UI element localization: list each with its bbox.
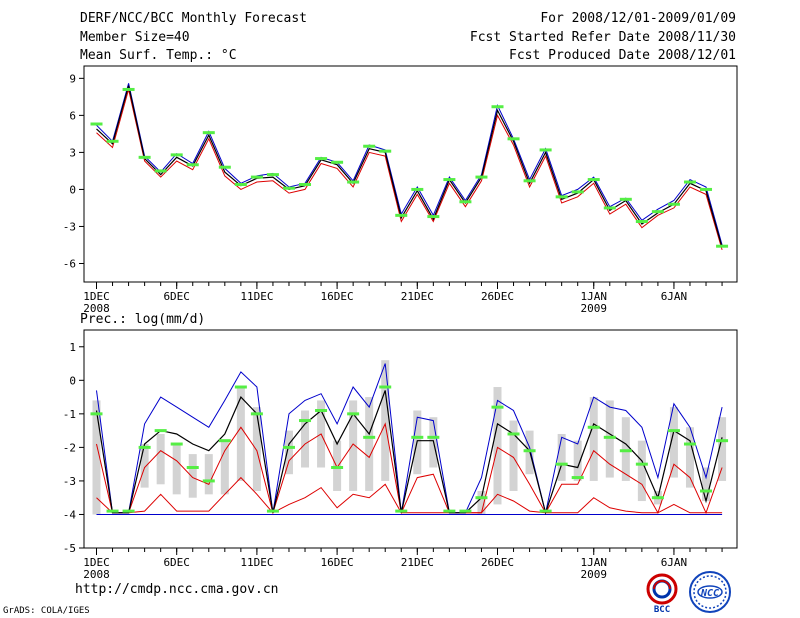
temp-xtick-label: 1DEC <box>83 290 110 303</box>
temp-ytick-label: 0 <box>69 183 76 196</box>
prec-spread-bar <box>188 454 197 498</box>
prec-panel-title: Prec.: log(mm/d) <box>80 312 205 327</box>
prec-ytick-label: -4 <box>63 508 77 521</box>
prec-spread-bar <box>685 427 694 488</box>
prec-frame <box>83 329 738 549</box>
prec-xtick-label: 16DEC <box>321 556 354 569</box>
prec-series-mean <box>95 390 723 515</box>
prec-xtick-label: 1DEC <box>83 556 110 569</box>
bcc-logo-text: BCC <box>654 605 670 614</box>
prec-ytick-label: -1 <box>63 408 76 421</box>
prec-spread-bar <box>333 440 342 491</box>
prec-xtick-label: 26DEC <box>481 556 514 569</box>
prec-spread-bar <box>637 440 646 502</box>
temp-xtick-year: 2008 <box>83 302 110 315</box>
prec-ytick-label: -3 <box>63 475 76 488</box>
bcc-logo-icon: BCC <box>646 573 678 614</box>
prec-spread-bar <box>301 410 310 468</box>
title-left-1: DERF/NCC/BCC Monthly Forecast <box>80 11 307 26</box>
prec-spread-bar <box>493 387 502 505</box>
prec-spread-bar <box>365 397 374 491</box>
prec-spread-bar <box>557 433 566 481</box>
prec-spread-bar <box>284 430 293 475</box>
temp-xtick-year: 2009 <box>580 302 607 315</box>
prec-spread-bar <box>252 407 261 491</box>
prec-spread-bar <box>381 360 390 481</box>
temp-ytick-label: 3 <box>69 146 76 159</box>
temp-series-upper <box>96 83 723 246</box>
prec-spread-bar <box>172 444 181 495</box>
forecast-period: For 2008/12/01-2009/01/09 <box>540 11 736 26</box>
temp-ytick-label: 9 <box>69 72 76 85</box>
temp-xtick-label: 6JAN <box>661 290 688 303</box>
prec-spread-bar <box>509 420 518 491</box>
prec-spread-bar <box>236 387 245 481</box>
prec-xtick-label: 1JAN <box>580 556 607 569</box>
ncc-logo-icon: NCC <box>689 571 731 613</box>
prec-spread-bar <box>573 440 582 481</box>
variable-label: Mean Surf. Temp.: °C <box>80 48 237 63</box>
prec-xtick-year: 2008 <box>83 568 110 581</box>
prec-series-upper <box>96 363 723 514</box>
temp-ytick-label: 6 <box>69 109 76 122</box>
temp-xtick-label: 6DEC <box>163 290 190 303</box>
prec-xtick-label: 11DEC <box>240 556 273 569</box>
prec-spread-bar <box>718 417 727 481</box>
ncc-logo-text: NCC <box>700 588 719 599</box>
source-url[interactable]: http://cmdp.ncc.cma.gov.cn <box>75 582 279 597</box>
prec-xtick-label: 21DEC <box>401 556 434 569</box>
prec-spread-bar <box>349 400 358 491</box>
prec-ytick-label: 0 <box>69 374 76 387</box>
start-date: Fcst Started Refer Date 2008/11/30 <box>469 30 736 45</box>
prec-spread-bar <box>702 467 711 502</box>
prec-spread-bar <box>477 490 486 515</box>
prec-spread-bar <box>589 397 598 481</box>
prec-ytick-label: -2 <box>63 441 76 454</box>
produced-date: Fcst Produced Date 2008/12/01 <box>509 48 736 63</box>
prec-spread-bar <box>156 433 165 485</box>
prec-ytick-label: -5 <box>63 542 76 555</box>
temp-xtick-label: 26DEC <box>481 290 514 303</box>
temp-xtick-label: 1JAN <box>580 290 607 303</box>
prec-ytick-label: 1 <box>69 341 76 354</box>
grads-credit: GrADS: COLA/IGES <box>3 606 90 616</box>
prec-spread-bar <box>204 454 213 495</box>
prec-spread-bar <box>669 407 678 478</box>
temp-ytick-label: -3 <box>63 220 76 233</box>
prec-spread-bar <box>140 444 149 488</box>
prec-xtick-label: 6DEC <box>163 556 190 569</box>
prec-spread-bar <box>92 400 101 515</box>
prec-series-lower1 <box>96 422 723 515</box>
temp-ytick-label: -6 <box>63 257 76 270</box>
temp-xtick-label: 11DEC <box>240 290 273 303</box>
prec-spread-bar <box>220 440 229 495</box>
prec-xtick-year: 2009 <box>580 568 607 581</box>
temp-series-lower <box>96 89 723 251</box>
temp-xtick-label: 21DEC <box>401 290 434 303</box>
temp-xtick-label: 16DEC <box>321 290 354 303</box>
prec-spread-bar <box>605 400 614 478</box>
prec-spread-bar <box>621 417 630 481</box>
prec-series-lower2 <box>96 476 723 514</box>
member-size-label: Member Size=40 <box>80 30 190 45</box>
prec-xtick-label: 6JAN <box>661 556 688 569</box>
temp-series-mean <box>96 85 723 248</box>
temp-frame <box>83 65 738 283</box>
